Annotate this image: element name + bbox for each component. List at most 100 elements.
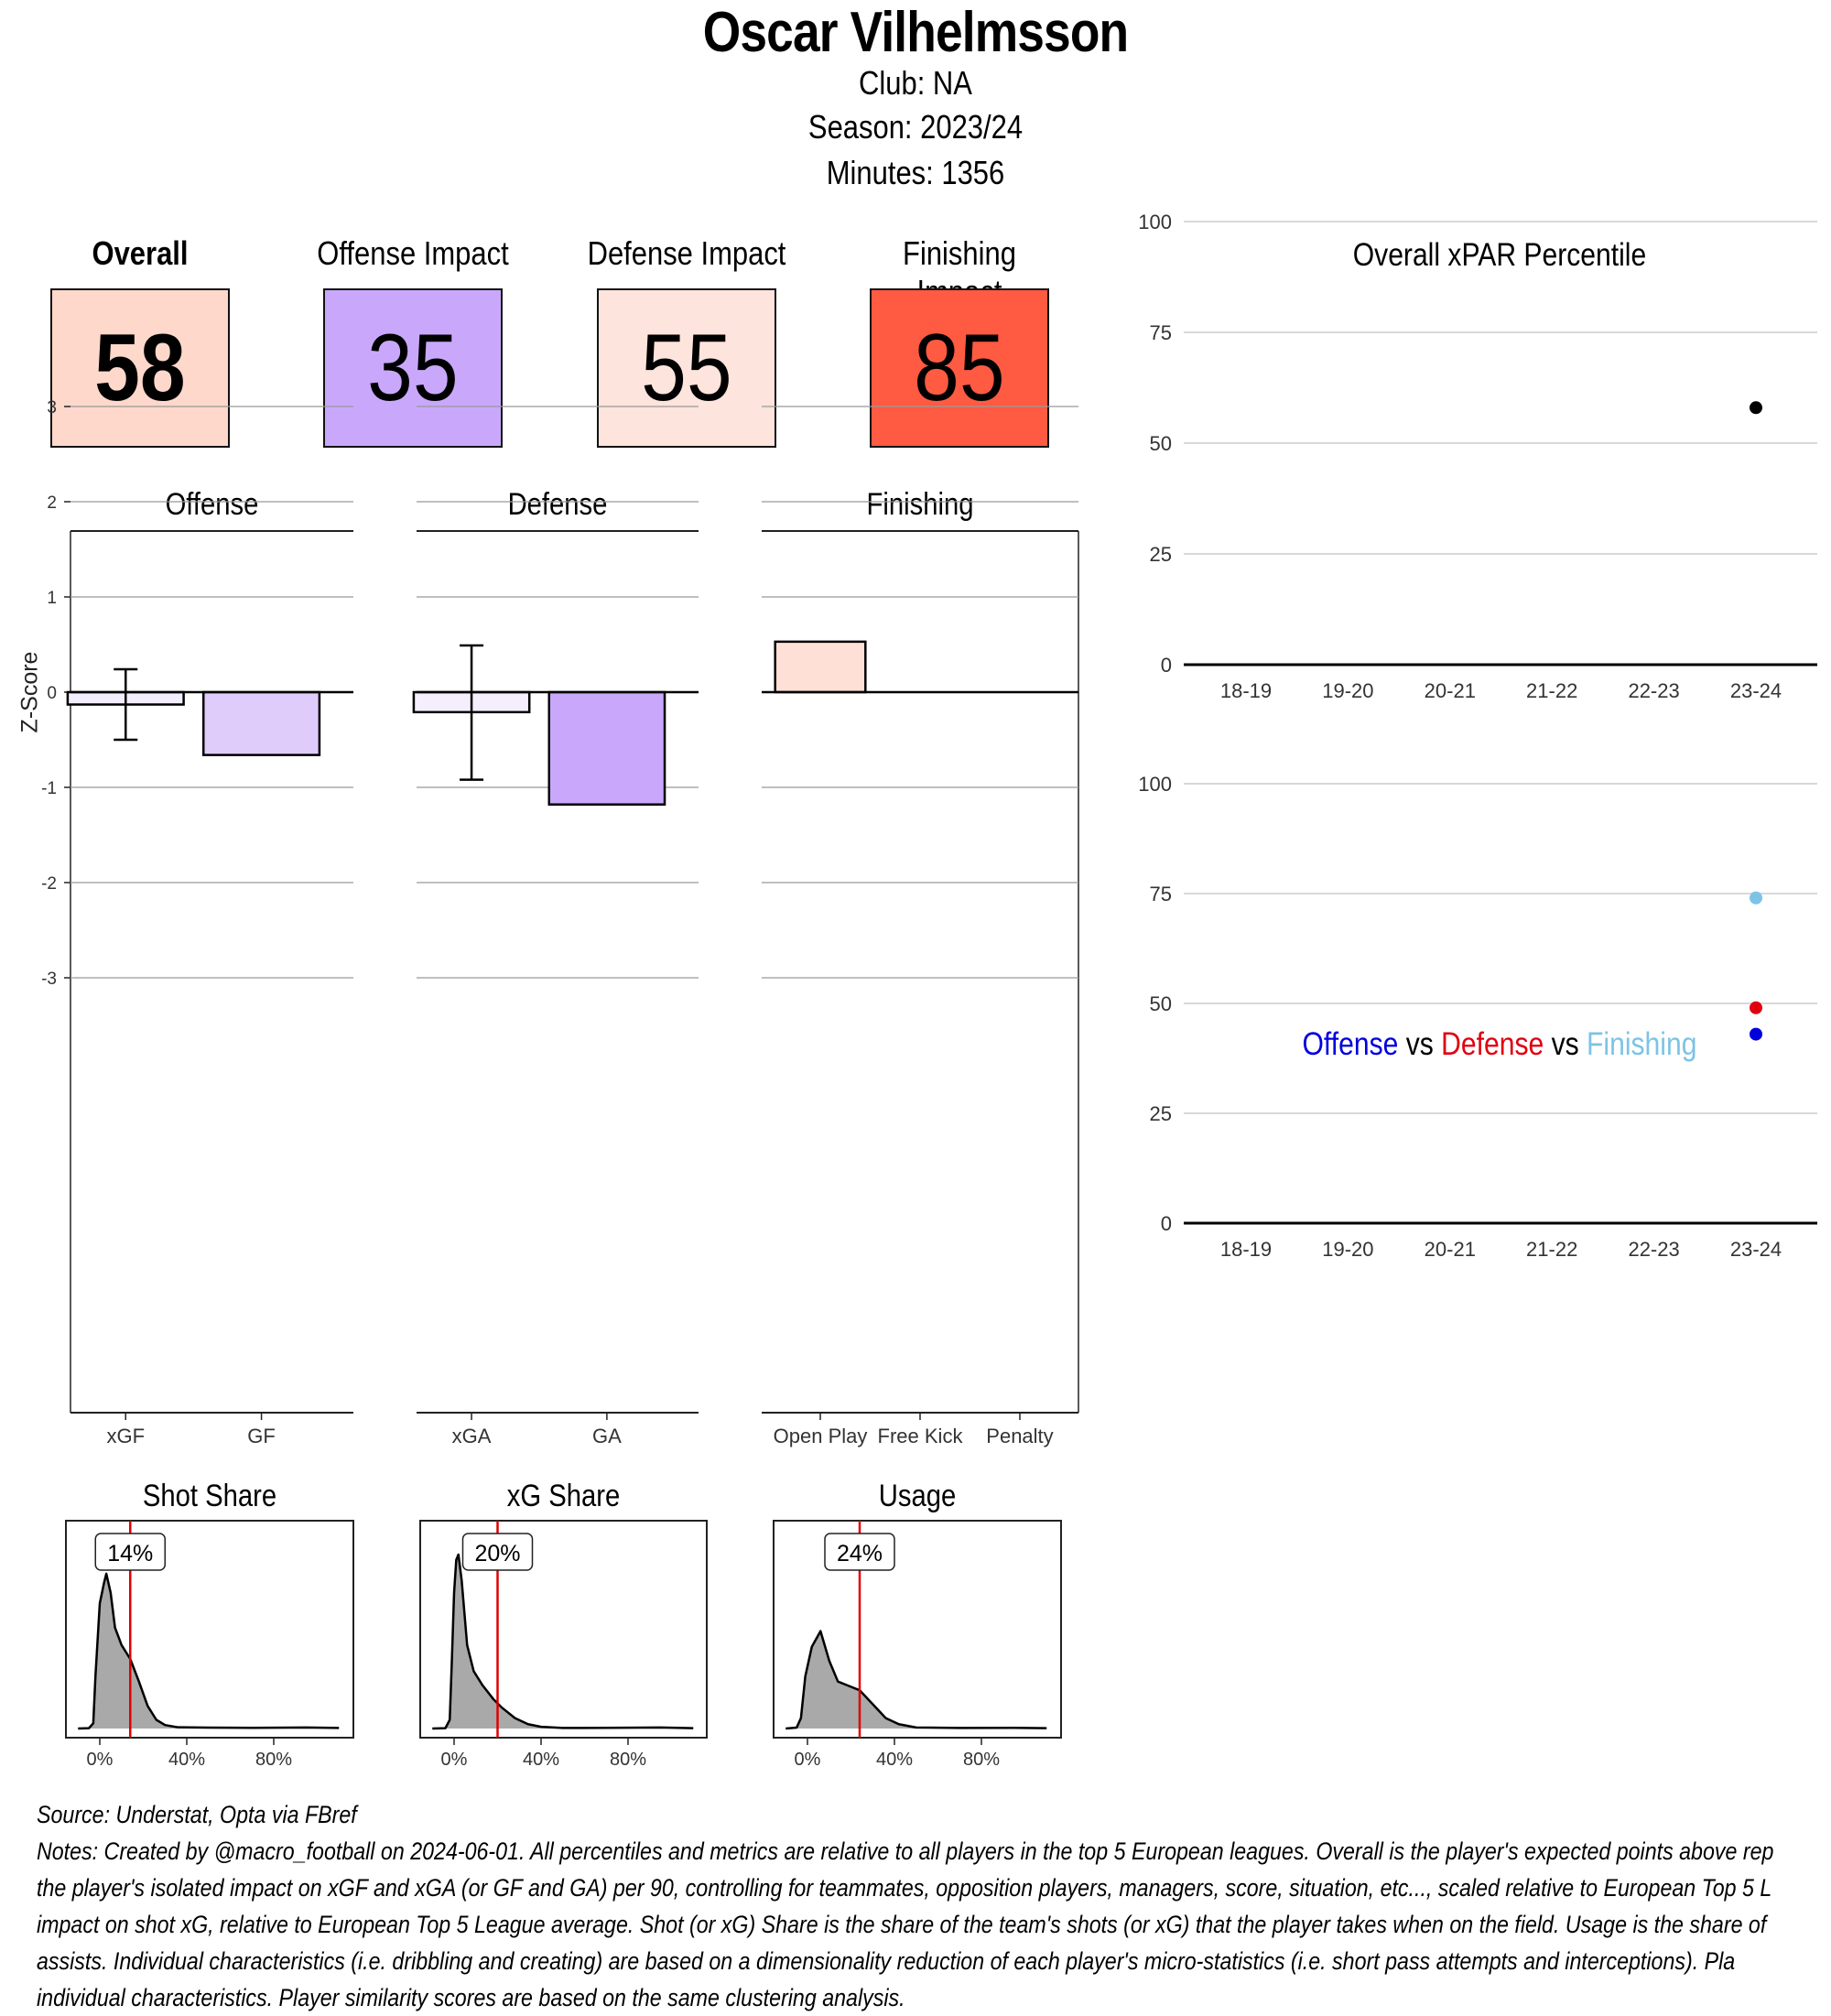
density-shot-share: Shot Share 14% 0% 40% 80% <box>65 1478 354 1770</box>
xtick-label: 22-23 <box>1628 1238 1679 1261</box>
title-part-vs: vs <box>1544 1025 1578 1062</box>
density-line <box>432 1553 694 1730</box>
club-line: Club: NA <box>859 64 972 102</box>
value-label: 24% <box>837 1541 883 1566</box>
notes-line-5: individual characteristics. Player simil… <box>37 1984 905 2011</box>
value-label-box <box>94 1533 166 1571</box>
zscore-ytick-label: 0 <box>47 684 57 703</box>
xtick-label: 19-20 <box>1322 679 1373 702</box>
xtick-label: 20-21 <box>1425 1238 1476 1261</box>
density-xtick-label: 0% <box>795 1750 821 1770</box>
density-title: xG Share <box>507 1478 620 1513</box>
ytick-label: 0 <box>1161 654 1172 677</box>
point-offense <box>1750 1027 1762 1041</box>
xtick-label: xGA <box>452 1425 492 1447</box>
point-overall <box>1750 401 1762 415</box>
xtick-label: 19-20 <box>1322 1238 1373 1261</box>
point-finishing <box>1750 891 1762 905</box>
title-part-finishing: Finishing <box>1579 1025 1697 1062</box>
density-xtick-label: 80% <box>255 1750 292 1770</box>
card-value-2: 55 <box>641 314 732 421</box>
notes-line-3: impact on shot xG, relative to European … <box>37 1911 1767 1938</box>
charts-canvas: Z-Score 3 2 1 0 -1 -2 -3 Offense xGF GF Defense xGA G… <box>17 211 1817 1770</box>
player-name: Oscar Vilhelmsson <box>702 1 1129 64</box>
xtick-label: Free Kick <box>878 1425 964 1447</box>
ytick-label: 25 <box>1150 1102 1172 1125</box>
value-label-box <box>461 1533 534 1571</box>
density-xtick-label: 0% <box>87 1750 114 1770</box>
zscore-ytick-label: -1 <box>41 779 57 798</box>
density-xtick-label: 0% <box>441 1750 468 1770</box>
title-part-vs: vs <box>1398 1025 1433 1062</box>
xtick-label: 23-24 <box>1730 679 1782 702</box>
percentile-title-text: Offense vs Defense vs Finishing <box>1303 1025 1697 1062</box>
card-value-1: 35 <box>367 314 459 421</box>
zscore-axis-label: Z-Score <box>17 652 43 733</box>
density-line <box>785 1630 1047 1730</box>
card-label-0: Overall <box>92 234 189 272</box>
card-box-2: 55 <box>597 288 776 448</box>
zscore-chart: Z-Score 3 2 1 0 -1 -2 -3 Offense xGF GF Defense xGA G… <box>17 398 1079 1447</box>
facet-defense: Defense xGA GA <box>412 406 699 1447</box>
density-xtick-label: 40% <box>168 1750 205 1770</box>
bar-open-play <box>774 640 867 694</box>
xtick-label: 20-21 <box>1425 679 1476 702</box>
density-usage: Usage 24% 0% 40% 80% <box>773 1478 1062 1770</box>
bar-gf <box>201 690 321 756</box>
title-part-offense: Offense <box>1303 1025 1399 1062</box>
density-xtick-label: 40% <box>876 1750 913 1770</box>
xtick-label: 18-19 <box>1220 679 1272 702</box>
ytick-label: 100 <box>1138 211 1172 233</box>
facet-title: Defense <box>508 486 608 522</box>
ytick-label: 0 <box>1161 1212 1172 1235</box>
notes-line-4: assists. Individual characteristics (i.e… <box>37 1947 1736 1975</box>
density-xg-share: xG Share 20% 0% 40% 80% <box>419 1478 708 1770</box>
point-defense <box>1750 1001 1762 1014</box>
notes-line-1: Notes: Created by @macro_football on 202… <box>37 1837 1774 1865</box>
xtick-label: 23-24 <box>1730 1238 1782 1261</box>
zscore-ytick-label: -3 <box>41 970 57 989</box>
minutes-line: Minutes: 1356 <box>826 154 1005 191</box>
overall-percentile-chart: Overall xPAR Percentile 100 75 50 25 0 18-19 19… <box>1138 211 1817 702</box>
card-label-2: Defense Impact <box>587 234 786 272</box>
density-xtick-label: 40% <box>523 1750 559 1770</box>
density-area <box>785 1631 1047 1729</box>
density-title: Usage <box>879 1478 956 1513</box>
xtick-label: 18-19 <box>1220 1238 1272 1261</box>
value-label-box <box>824 1533 895 1571</box>
component-percentile-chart: Offense vs Defense vs Finishing 100 75 50 25… <box>1138 773 1817 1261</box>
density-area <box>432 1555 694 1729</box>
xtick-label: Penalty <box>986 1425 1053 1447</box>
title-part-defense: Defense <box>1434 1025 1544 1062</box>
density-title: Shot Share <box>143 1478 276 1513</box>
ytick-label: 75 <box>1150 883 1172 905</box>
ytick-label: 75 <box>1150 321 1172 344</box>
density-xtick-label: 80% <box>610 1750 646 1770</box>
card-box-1: 35 <box>323 288 503 448</box>
percentile-title: Offense vs Defense vs Finishing <box>1303 1025 1697 1062</box>
card-box-0: 58 <box>50 288 230 448</box>
facet-finishing: Finishing Open Play Free Kick Penalty <box>762 406 1079 1447</box>
zscore-ytick-label: 3 <box>47 398 57 417</box>
card-label-1: Offense Impact <box>317 234 509 272</box>
density-charts: Shot Share 14% 0% 40% 80% xG Share 20% 0% 40% 80%… <box>65 1478 1062 1770</box>
facet-title: Finishing <box>867 486 974 522</box>
xtick-label: 22-23 <box>1628 679 1679 702</box>
bar-ga <box>547 690 666 806</box>
xtick-label: GA <box>592 1425 622 1447</box>
xtick-label: 21-22 <box>1526 1238 1577 1261</box>
density-area <box>78 1573 340 1729</box>
card-value-0: 58 <box>94 314 186 421</box>
value-label: 14% <box>107 1541 153 1566</box>
zscore-ytick-label: 2 <box>47 493 57 513</box>
percentile-title: Overall xPAR Percentile <box>1353 236 1646 273</box>
xtick-label: 21-22 <box>1526 679 1577 702</box>
xtick-label: GF <box>247 1425 276 1447</box>
zscore-ytick-label: 1 <box>47 589 57 608</box>
xtick-label: xGF <box>106 1425 145 1447</box>
density-frame <box>773 1520 1062 1739</box>
value-label: 20% <box>474 1541 520 1566</box>
facet-offense: Offense xGF GF <box>66 406 353 1447</box>
ytick-label: 50 <box>1150 432 1172 455</box>
source-note: Source: Understat, Opta via FBref <box>37 1801 357 1828</box>
